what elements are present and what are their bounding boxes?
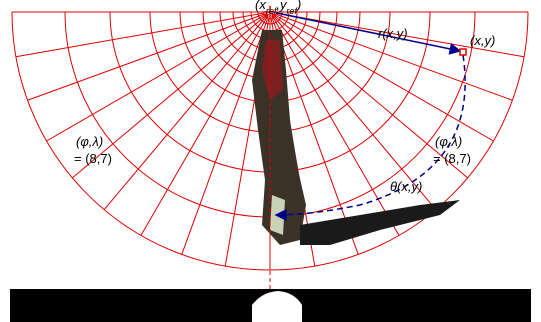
grid-spoke: [182, 12, 270, 254]
bin-label: = (8,7): [74, 151, 112, 166]
reference-label-part: (x: [255, 0, 266, 12]
angle-label: θ(x,y): [390, 179, 422, 194]
bin-label: (φ,λ): [435, 134, 462, 149]
point-marker: [460, 49, 466, 55]
grid-spoke: [28, 12, 270, 100]
grid-spoke: [104, 12, 270, 210]
silhouette: [252, 30, 460, 245]
bin-label: (φ,λ): [76, 134, 103, 149]
point-label: (x,y): [470, 33, 495, 48]
distance-arrow: [272, 12, 460, 51]
distance-label: r(x,y): [378, 26, 408, 41]
bin-label: = (8,7): [433, 151, 471, 166]
diagram: (xref,yref) r(x,y) (x,y) (φ,λ) = (8,7) (…: [0, 0, 541, 322]
